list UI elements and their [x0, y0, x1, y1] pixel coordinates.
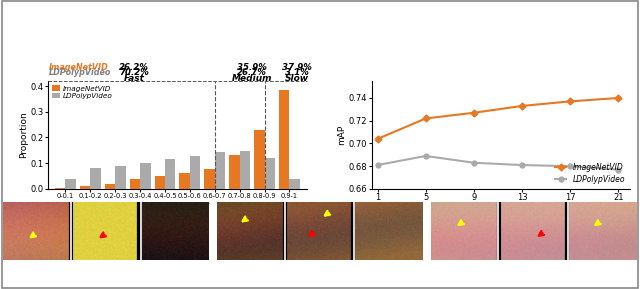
Y-axis label: Proportion: Proportion [19, 112, 28, 158]
Text: 26.2%: 26.2% [119, 63, 149, 72]
ImageNetVID [566, 100, 574, 103]
Bar [229, 155, 239, 189]
X-axis label: (b) Reference Frames: (b) Reference Frames [452, 206, 550, 215]
ImageNetVID [614, 96, 622, 100]
Bar [289, 179, 300, 189]
Bar [215, 152, 225, 189]
ImageNetVID [374, 137, 381, 141]
Text: LDPolypVideo: LDPolypVideo [49, 68, 111, 77]
Text: Medium: Medium [232, 74, 273, 83]
Bar [154, 176, 165, 189]
Bar [55, 188, 65, 189]
Bar [140, 163, 150, 189]
LDPolypVideo [566, 164, 574, 168]
X-axis label: (a) Motion IoU: (a) Motion IoU [146, 203, 209, 212]
LDPolypVideo [470, 161, 477, 164]
Text: Slow: Slow [285, 74, 309, 83]
Text: 3.1%: 3.1% [285, 68, 309, 77]
Line: ImageNetVID: ImageNetVID [375, 96, 621, 141]
Text: Fast: Fast [124, 74, 144, 83]
Text: 37.9%: 37.9% [282, 63, 312, 72]
Bar [204, 169, 215, 189]
Bar [279, 90, 289, 189]
Bar [254, 130, 264, 189]
LDPolypVideo [614, 168, 622, 171]
LDPolypVideo [518, 163, 526, 167]
ImageNetVID [470, 111, 477, 114]
Text: 26.7%: 26.7% [237, 68, 267, 77]
Text: ImageNetVID: ImageNetVID [49, 63, 109, 72]
Bar [65, 179, 76, 189]
Bar [165, 159, 175, 189]
Bar [105, 184, 115, 189]
Bar [190, 156, 200, 189]
Text: 70.2%: 70.2% [119, 68, 149, 77]
Line: LDPolypVideo: LDPolypVideo [375, 153, 621, 172]
Bar [115, 166, 125, 189]
ImageNetVID [518, 104, 526, 108]
Bar [130, 179, 140, 189]
LDPolypVideo [422, 154, 429, 158]
Text: 35.9%: 35.9% [237, 63, 267, 72]
Bar [80, 186, 90, 189]
Bar [90, 168, 100, 189]
LDPolypVideo [374, 163, 381, 167]
Bar [239, 151, 250, 189]
Bar [264, 158, 275, 189]
Y-axis label: mAP: mAP [337, 125, 346, 145]
Bar [179, 173, 190, 189]
ImageNetVID [422, 117, 429, 120]
Legend: ImageNetVID, LDPolypVideo: ImageNetVID, LDPolypVideo [52, 84, 113, 100]
Legend: ImageNetVID, LDPolypVideo: ImageNetVID, LDPolypVideo [554, 162, 627, 185]
